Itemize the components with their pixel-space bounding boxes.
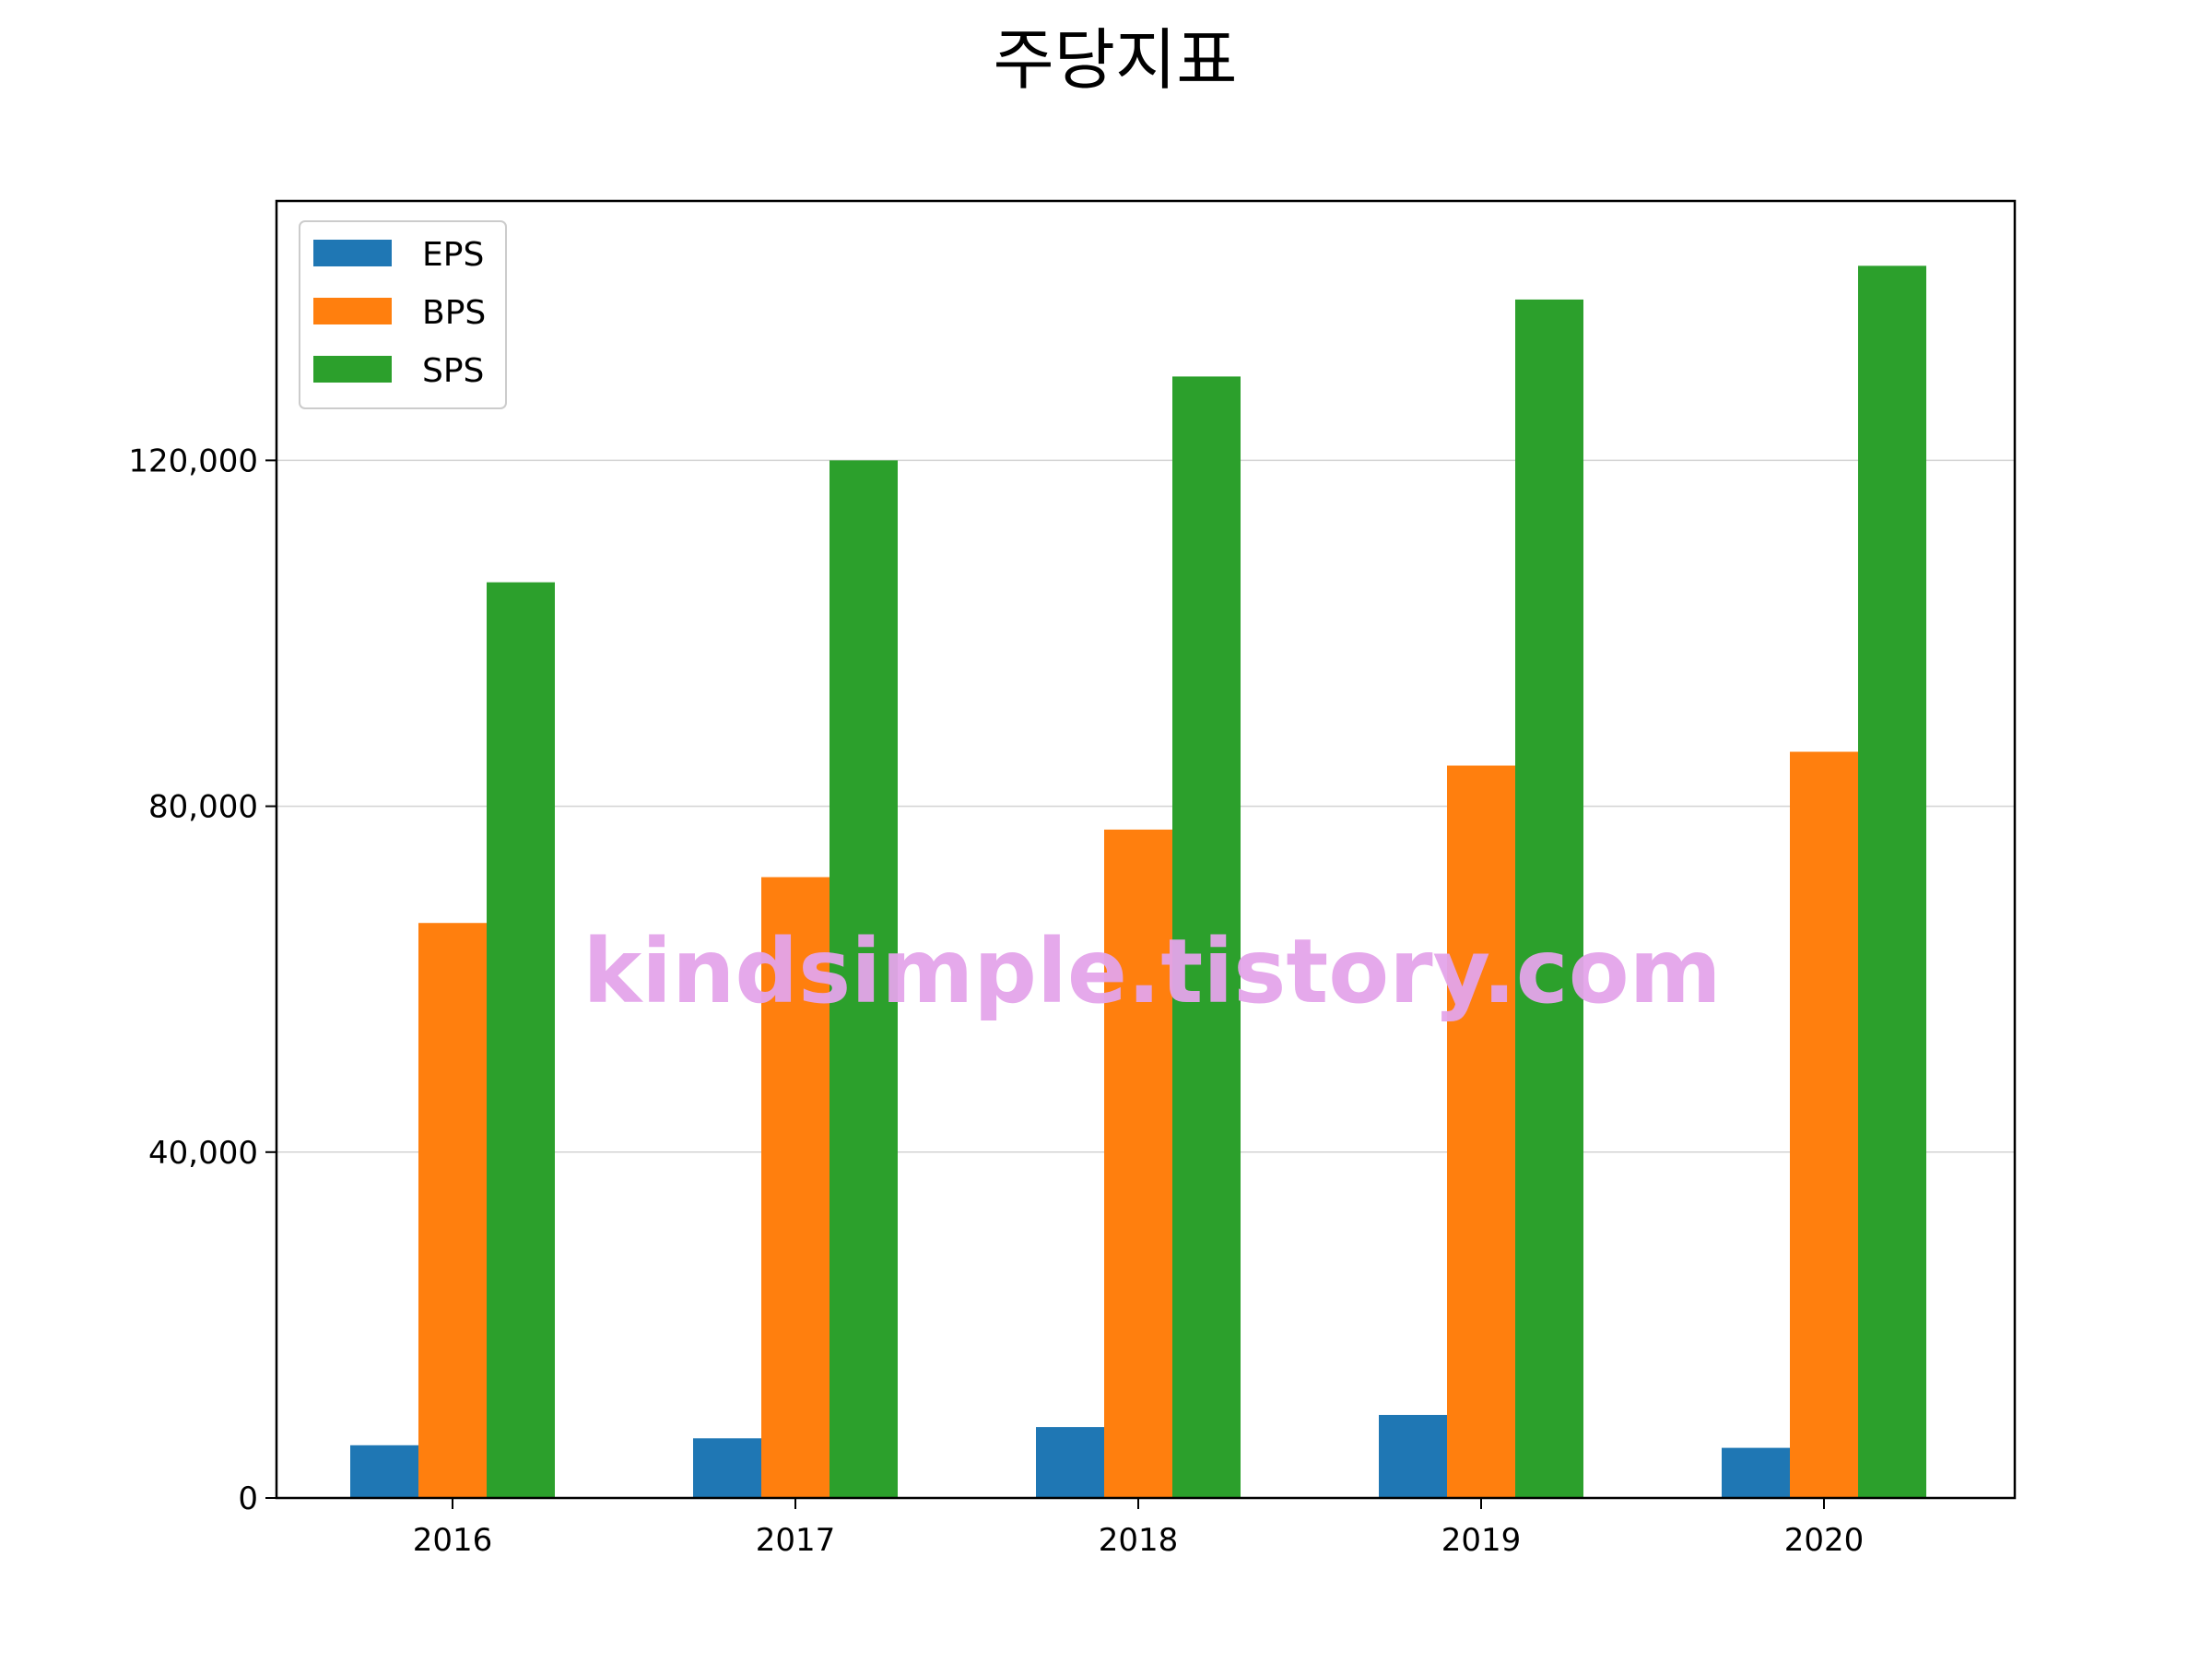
bar-bps-2020 xyxy=(1790,751,1858,1498)
legend: EPS BPS SPS xyxy=(299,220,507,409)
y-tick-label: 0 xyxy=(238,1480,258,1517)
bar-eps-2019 xyxy=(1379,1414,1447,1498)
x-axis: 2016 2017 2018 2019 2020 xyxy=(413,1498,1865,1559)
bar-bps-2017 xyxy=(761,877,830,1498)
legend-swatch-bps xyxy=(313,298,392,324)
y-tick-label: 120,000 xyxy=(128,442,258,479)
x-tick-label: 2019 xyxy=(1441,1522,1522,1559)
bars xyxy=(350,265,1926,1499)
legend-swatch-sps xyxy=(313,356,392,383)
chart-title: 주당지표 xyxy=(994,21,1238,99)
watermark-text: kindsimple.tistory.com xyxy=(582,920,1721,1023)
legend-label-bps: BPS xyxy=(422,294,486,332)
x-tick-label: 2020 xyxy=(1784,1522,1865,1559)
x-tick-label: 2017 xyxy=(756,1522,836,1559)
bar-sps-2017 xyxy=(830,460,898,1498)
legend-label-eps: EPS xyxy=(422,236,484,274)
legend-swatch-eps xyxy=(313,240,392,266)
x-tick-label: 2016 xyxy=(413,1522,493,1559)
bar-eps-2017 xyxy=(693,1438,761,1498)
bar-sps-2020 xyxy=(1858,265,1926,1499)
bar-eps-2016 xyxy=(350,1445,418,1498)
x-tick-label: 2018 xyxy=(1099,1522,1179,1559)
bar-bps-2018 xyxy=(1104,829,1172,1498)
bar-bps-2016 xyxy=(418,923,487,1498)
plot-frame xyxy=(275,199,2017,1500)
bar-eps-2020 xyxy=(1722,1447,1790,1498)
y-tick-label: 40,000 xyxy=(148,1135,258,1172)
y-tick-label: 80,000 xyxy=(148,789,258,826)
bar-sps-2016 xyxy=(487,582,555,1498)
bar-sps-2018 xyxy=(1172,376,1241,1498)
bar-bps-2019 xyxy=(1447,765,1515,1498)
legend-label-sps: SPS xyxy=(422,352,484,390)
bar-eps-2018 xyxy=(1036,1427,1104,1498)
y-axis: 0 40,000 80,000 120,000 xyxy=(128,442,276,1517)
bar-sps-2019 xyxy=(1515,299,1583,1498)
